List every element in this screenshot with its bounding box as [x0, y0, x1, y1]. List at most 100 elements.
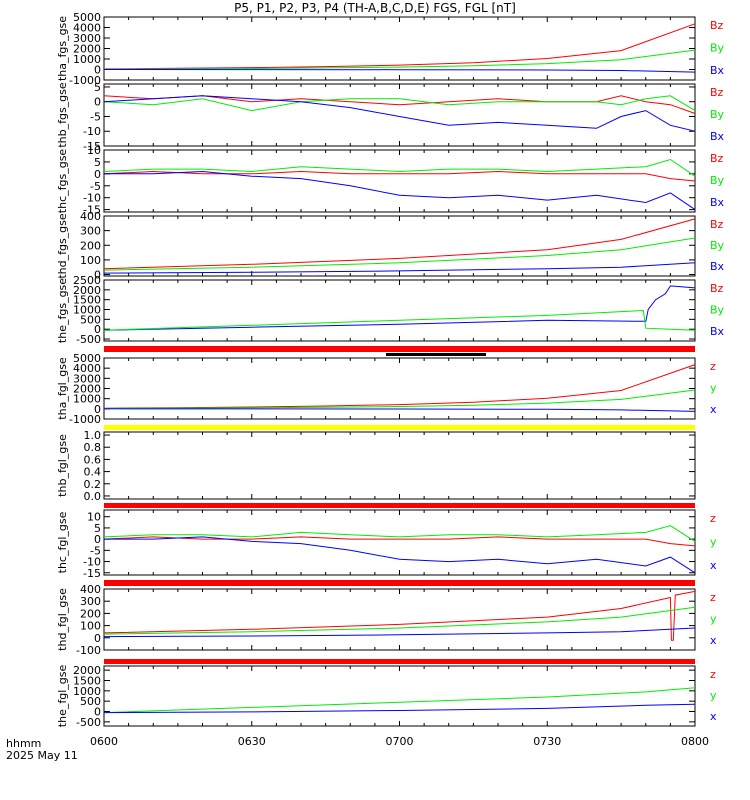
panel-ylabel: tha_fgs_gse	[56, 16, 69, 81]
status-bar-red-4	[104, 659, 695, 664]
series-line-bz	[103, 170, 696, 182]
y-tick-label: 5	[94, 156, 101, 169]
y-tick-label: 1000	[73, 304, 101, 317]
legend-label: z	[710, 668, 716, 681]
y-tick-label: -500	[76, 716, 101, 729]
panel-ylabel: the_fgl_gse	[56, 665, 69, 728]
legend-label: Bz	[710, 152, 724, 165]
panel-ylabel: thc_fgl_gse	[56, 511, 69, 573]
legend-label: By	[710, 174, 725, 187]
series-line-by	[103, 95, 696, 112]
y-tick-label: 3000	[73, 32, 101, 45]
y-tick-label: -1000	[69, 74, 101, 87]
legend-label: y	[710, 689, 717, 702]
time-axis-label: hhmm	[6, 737, 42, 750]
x-tick-label: 0630	[238, 735, 266, 748]
y-tick-label: 100	[80, 620, 101, 633]
y-tick-label: 1.0	[84, 429, 102, 442]
legend-label: y	[710, 613, 717, 626]
series-line-by	[103, 49, 696, 70]
y-tick-label: 400	[80, 210, 101, 223]
y-tick-label: 200	[80, 239, 101, 252]
y-tick-label: 0	[94, 96, 101, 109]
series-line-x	[103, 703, 696, 714]
plot-title: P5, P1, P2, P3, P4 (TH-A,B,C,D,E) FGS, F…	[234, 1, 516, 15]
y-tick-label: -100	[76, 644, 101, 657]
legend-label: By	[710, 108, 725, 121]
legend-label: z	[710, 360, 716, 373]
y-tick-label: 10	[87, 511, 101, 524]
series-line-by	[103, 158, 696, 177]
y-tick-label: 5	[94, 81, 101, 94]
y-tick-label: 0	[94, 269, 101, 282]
legend-label: Bx	[710, 130, 725, 143]
panel-frame	[103, 149, 696, 213]
panel-ylabel: thd_fgs_gse	[56, 213, 69, 279]
y-tick-label: 2000	[73, 383, 101, 396]
y-tick-label: 0	[94, 706, 101, 719]
y-tick-label: 0	[94, 168, 101, 181]
y-tick-label: 5	[94, 522, 101, 535]
y-tick-label: 0.0	[84, 490, 102, 503]
series-line-bx	[103, 95, 696, 132]
series-line-z	[103, 364, 696, 409]
panel-ylabel: the_fgs_gse	[56, 278, 69, 343]
panel-frame	[103, 431, 696, 500]
series-line-bx	[103, 262, 696, 274]
y-tick-label: 2000	[73, 284, 101, 297]
series-line-bz	[103, 218, 696, 270]
y-tick-label: -10	[83, 192, 101, 205]
series-line-y	[103, 606, 696, 635]
date-label: 2025 May 11	[6, 749, 78, 762]
x-tick-label: 0730	[533, 735, 561, 748]
y-tick-label: 0.6	[84, 453, 102, 466]
y-tick-label: 1000	[73, 685, 101, 698]
y-tick-label: -1000	[69, 413, 101, 426]
y-tick-label: 5000	[73, 11, 101, 24]
panel-frame	[103, 509, 696, 576]
legend-label: z	[710, 591, 716, 604]
legend-label: Bz	[710, 282, 724, 295]
legend-label: Bx	[710, 64, 725, 77]
y-tick-label: 1500	[73, 294, 101, 307]
panel-ylabel: thd_fgl_gse	[56, 588, 69, 651]
y-tick-label: 0.8	[84, 441, 102, 454]
y-tick-label: 4000	[73, 22, 101, 35]
legend-label: x	[710, 403, 717, 416]
x-tick-label: 0700	[386, 735, 414, 748]
y-tick-label: 200	[80, 607, 101, 620]
status-bar-red-2	[104, 503, 695, 508]
y-tick-label: 3000	[73, 372, 101, 385]
y-tick-label: 400	[80, 583, 101, 596]
legend-label: Bz	[710, 19, 724, 32]
y-tick-label: 1000	[73, 393, 101, 406]
y-tick-label: -500	[76, 333, 101, 346]
series-line-x	[103, 627, 696, 638]
series-line-bx	[103, 69, 696, 73]
legend-label: x	[710, 634, 717, 647]
series-line-z	[103, 536, 696, 547]
legend-label: Bz	[710, 86, 724, 99]
legend-label: Bz	[710, 218, 724, 231]
y-tick-label: 300	[80, 225, 101, 238]
y-tick-label: -10	[83, 125, 101, 138]
y-tick-label: -5	[90, 110, 101, 123]
legend-label: x	[710, 559, 717, 572]
legend-label: Bx	[710, 260, 725, 273]
legend-label: Bx	[710, 196, 725, 209]
x-tick-label: 0800	[681, 735, 709, 748]
y-tick-label: -5	[90, 180, 101, 193]
series-line-by	[103, 309, 696, 331]
legend-label: By	[710, 239, 725, 252]
status-bar-black	[386, 353, 486, 356]
y-tick-label: 1500	[73, 674, 101, 687]
panel-ylabel: thb_fgs_gse	[56, 82, 69, 148]
panel-frame	[103, 83, 696, 147]
y-tick-label: 5000	[73, 352, 101, 365]
series-line-bz	[103, 95, 696, 114]
y-tick-label: 1000	[73, 53, 101, 66]
legend-label: By	[710, 42, 725, 55]
status-bar-red-3	[104, 580, 695, 586]
y-tick-label: 2500	[73, 274, 101, 287]
panel-frame	[103, 588, 696, 651]
